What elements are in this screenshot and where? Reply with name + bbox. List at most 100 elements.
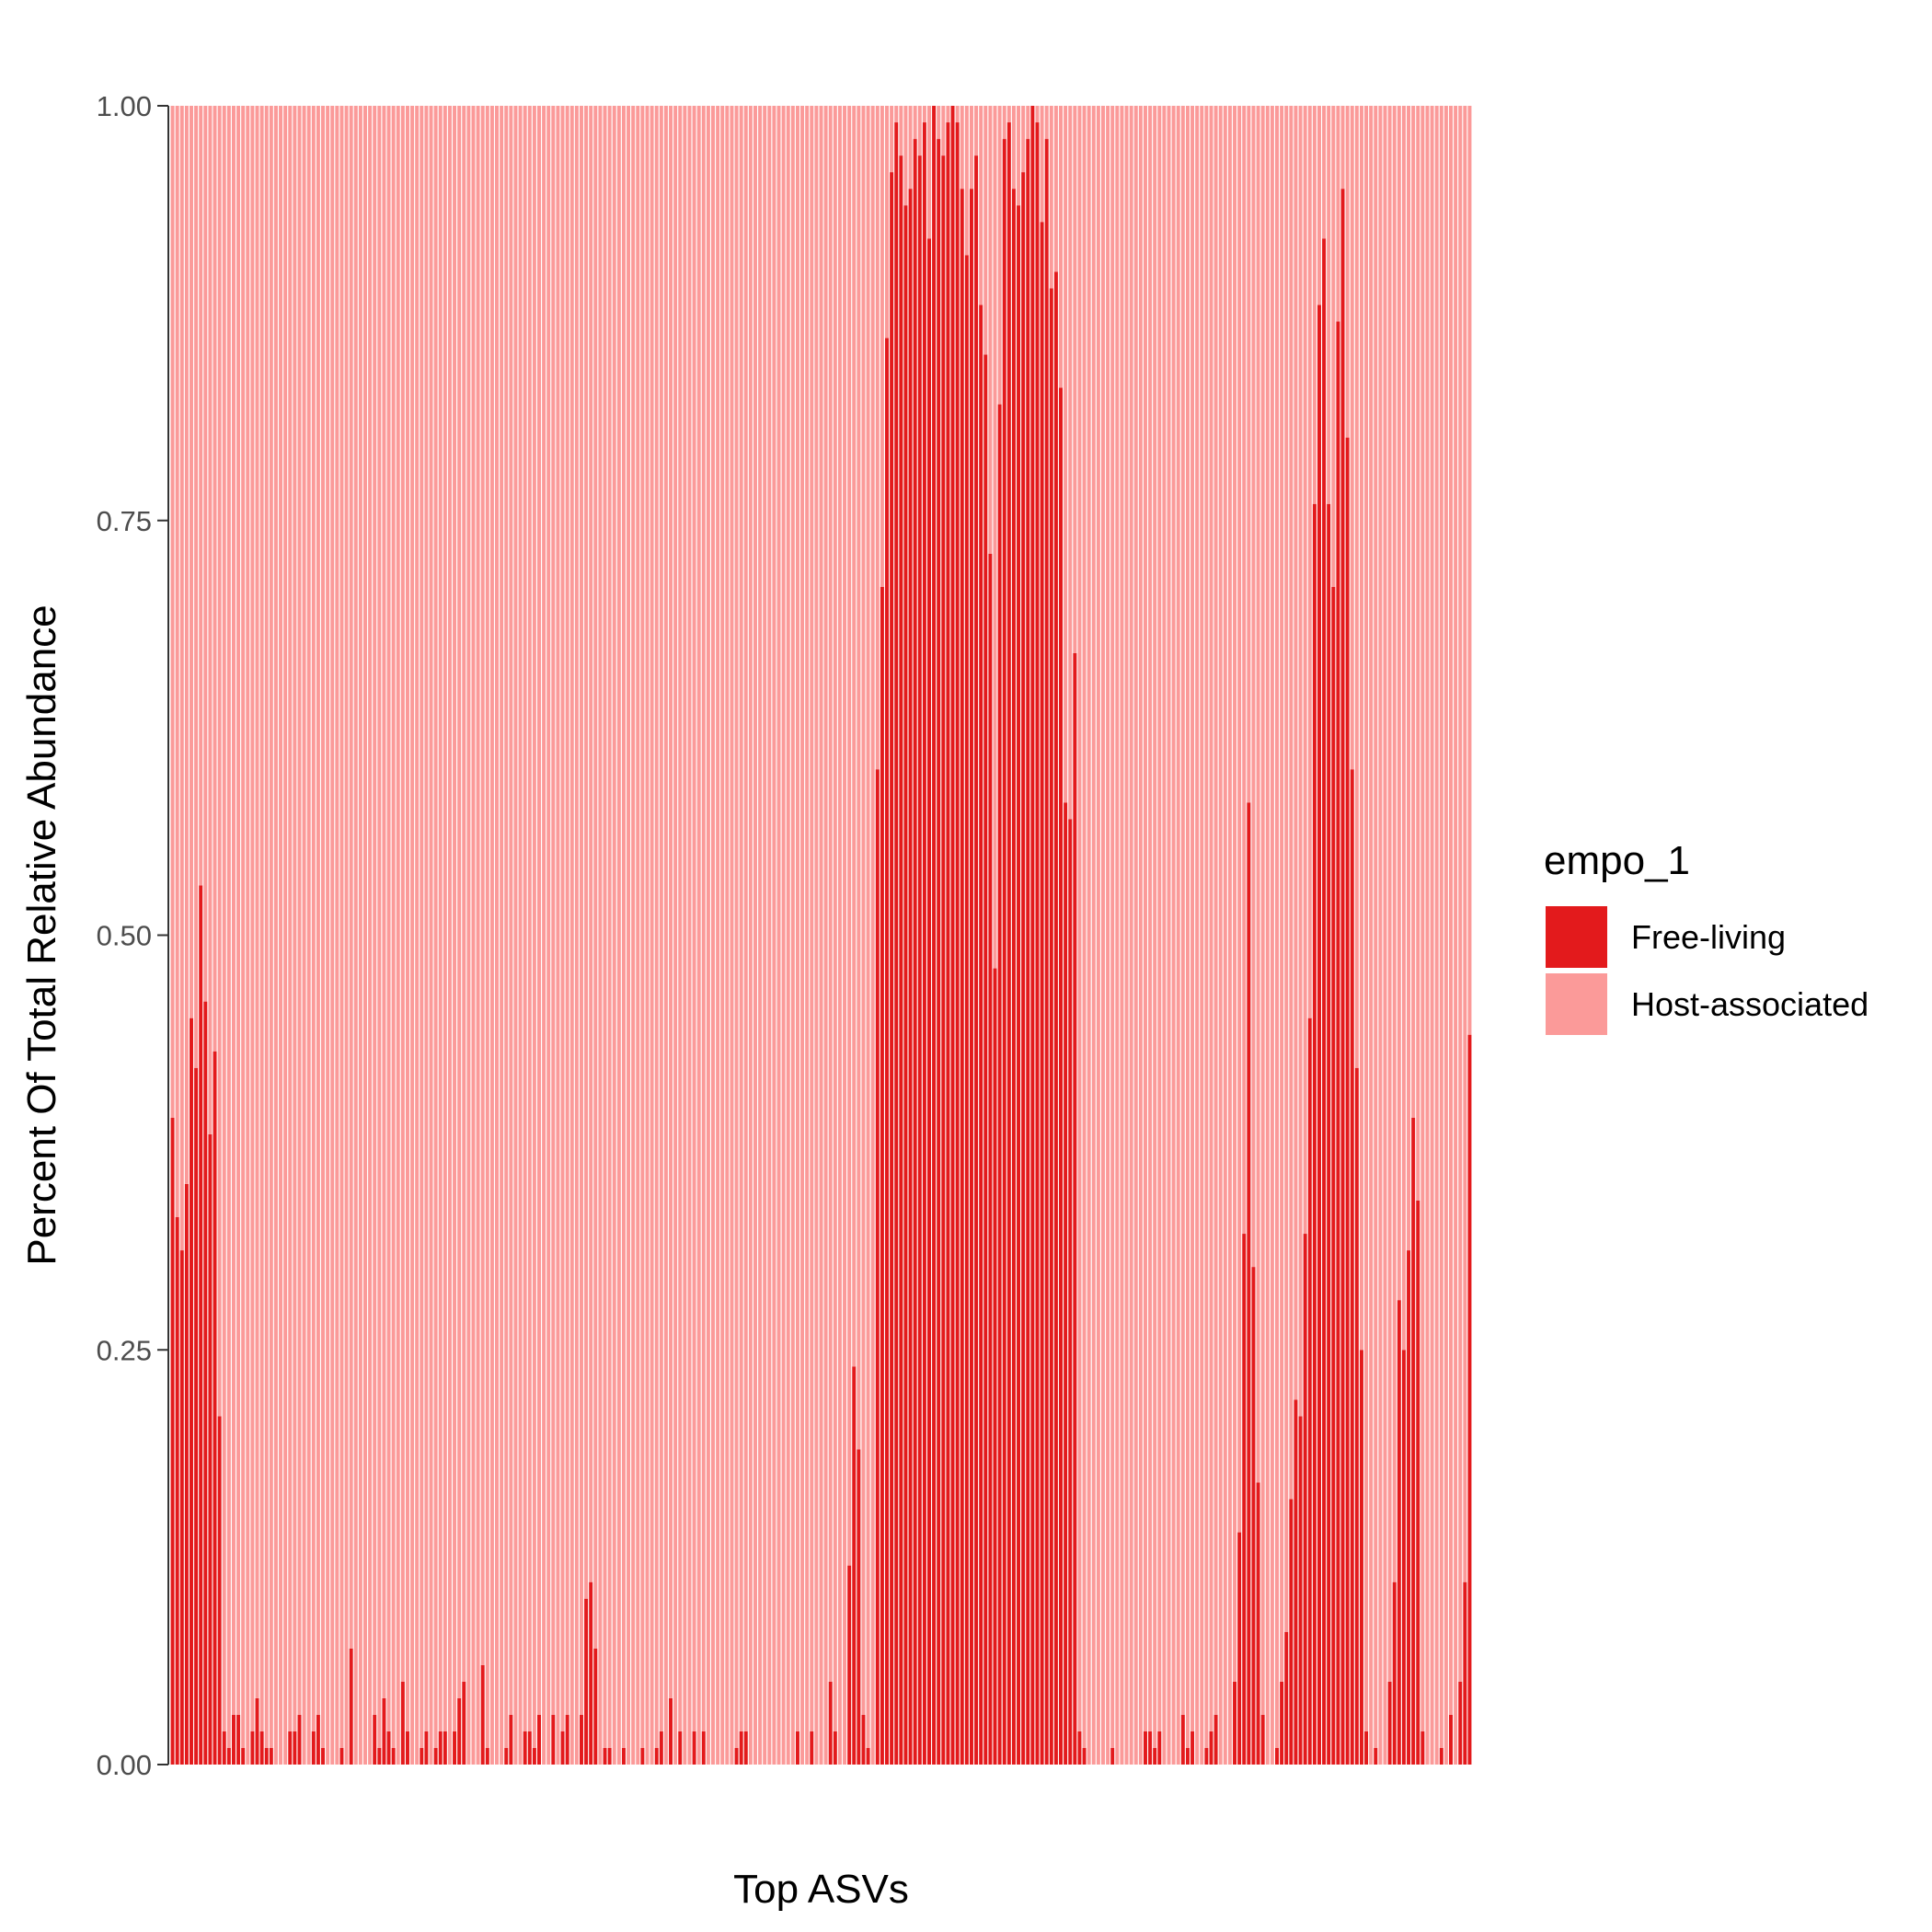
bar-segment-host-associated (1017, 106, 1021, 206)
bar-segment-host-associated (607, 106, 612, 1748)
bar-segment-free-living (1407, 1250, 1411, 1765)
bar-segment-host-associated (1082, 106, 1087, 1748)
bar-segment-host-associated (870, 106, 875, 1765)
bar-segment-host-associated (1133, 106, 1138, 1765)
bar-segment-host-associated (217, 106, 222, 1417)
bar-segment-free-living (927, 238, 931, 1765)
bar-segment-host-associated (1233, 106, 1237, 1682)
bar-segment-free-living (297, 1714, 302, 1765)
bar-segment-free-living (349, 1648, 353, 1765)
bar-segment-free-living (1392, 1581, 1397, 1765)
bar-segment-host-associated (213, 106, 217, 1052)
bar-segment-host-associated (1256, 106, 1260, 1483)
bar-segment-free-living (241, 1747, 246, 1765)
bar-segment-host-associated (453, 106, 457, 1731)
bar-segment-host-associated (1463, 106, 1467, 1582)
bar-segment-host-associated (937, 106, 941, 140)
bar-segment-free-living (875, 769, 880, 1765)
bar-segment-host-associated (753, 106, 757, 1765)
bar-segment-host-associated (471, 106, 476, 1765)
bar-segment-free-living (607, 1747, 612, 1765)
bar-segment-host-associated (1383, 106, 1387, 1765)
bar-segment-free-living (457, 1697, 462, 1765)
bar-segment-free-living (1260, 1714, 1265, 1765)
bar-segment-host-associated (1345, 106, 1350, 438)
bar-segment-free-living (932, 106, 937, 1765)
bar-segment-host-associated (288, 106, 293, 1731)
bar-segment-free-living (420, 1747, 424, 1765)
bar-segment-free-living (979, 305, 983, 1765)
bar-segment-host-associated (1006, 106, 1011, 123)
bar-segment-host-associated (880, 106, 884, 587)
bar-segment-free-living (1157, 1731, 1162, 1765)
bar-segment-free-living (1294, 1399, 1298, 1765)
bar-segment-host-associated (1002, 106, 1006, 140)
bar-segment-free-living (194, 1067, 199, 1765)
legend-label-free-living: Free-living (1631, 918, 1786, 956)
bar-segment-host-associated (363, 106, 367, 1765)
bar-segment-host-associated (1242, 106, 1247, 1235)
bar-segment-host-associated (1275, 106, 1279, 1748)
bar-segment-host-associated (1153, 106, 1157, 1748)
bar-segment-host-associated (353, 106, 358, 1765)
bar-segment-host-associated (1223, 106, 1227, 1765)
bar-segment-free-living (527, 1731, 532, 1765)
bar-segment-host-associated (1087, 106, 1091, 1765)
bar-segment-host-associated (922, 106, 926, 123)
bar-segment-host-associated (429, 106, 433, 1765)
bar-segment-host-associated (1171, 106, 1176, 1765)
bar-segment-free-living (438, 1731, 443, 1765)
bar-segment-free-living (1204, 1747, 1209, 1765)
bar-segment-free-living (400, 1681, 405, 1765)
bar-segment-host-associated (903, 106, 908, 206)
bar-segment-host-associated (1077, 106, 1082, 1731)
bar-segment-free-living (1068, 819, 1073, 1765)
bar-segment-free-living (1364, 1731, 1369, 1765)
bar-segment-host-associated (1068, 106, 1073, 820)
bar-segment-free-living (1153, 1747, 1157, 1765)
bar-segment-host-associated (692, 106, 696, 1731)
bar-segment-free-living (1082, 1747, 1087, 1765)
bar-segment-host-associated (1120, 106, 1124, 1765)
bar-segment-host-associated (1327, 106, 1331, 504)
bars-group (170, 106, 1472, 1765)
bar-segment-host-associated (1124, 106, 1129, 1765)
bar-segment-host-associated (763, 106, 767, 1765)
bar-segment-host-associated (621, 106, 626, 1748)
bar-segment-free-living (532, 1747, 536, 1765)
bar-segment-free-living (293, 1731, 297, 1765)
bar-segment-host-associated (631, 106, 636, 1765)
bar-segment-host-associated (673, 106, 678, 1765)
bar-segment-free-living (946, 122, 950, 1765)
bar-segment-free-living (1463, 1581, 1467, 1765)
bar-segment-host-associated (339, 106, 344, 1748)
bar-segment-free-living (739, 1731, 743, 1765)
bar-segment-free-living (997, 404, 1002, 1765)
bar-segment-free-living (1449, 1714, 1453, 1765)
bar-segment-host-associated (1143, 106, 1147, 1731)
bar-segment-host-associated (748, 106, 753, 1765)
bar-segment-host-associated (316, 106, 320, 1715)
bar-segment-free-living (199, 885, 203, 1765)
bar-segment-host-associated (368, 106, 373, 1765)
bar-segment-free-living (584, 1598, 589, 1765)
bar-segment-host-associated (790, 106, 795, 1765)
bar-segment-free-living (208, 1133, 213, 1765)
bar-segment-free-living (701, 1731, 706, 1765)
bar-segment-free-living (903, 205, 908, 1765)
bar-segment-host-associated (1454, 106, 1458, 1765)
bar-segment-host-associated (1289, 106, 1294, 1500)
bar-segment-host-associated (701, 106, 706, 1731)
bar-segment-host-associated (612, 106, 616, 1765)
bar-segment-host-associated (1369, 106, 1374, 1765)
bar-segment-host-associated (1378, 106, 1383, 1765)
bar-segment-free-living (913, 139, 917, 1765)
bar-segment-host-associated (593, 106, 598, 1649)
bar-segment-host-associated (1443, 106, 1448, 1765)
legend-swatch-host-associated (1546, 973, 1607, 1035)
bar-segment-host-associated (170, 106, 175, 1118)
bar-segment-free-living (1030, 106, 1035, 1765)
bar-segment-free-living (1331, 586, 1336, 1765)
bar-segment-free-living (170, 1117, 175, 1765)
bar-segment-free-living (1006, 122, 1011, 1765)
